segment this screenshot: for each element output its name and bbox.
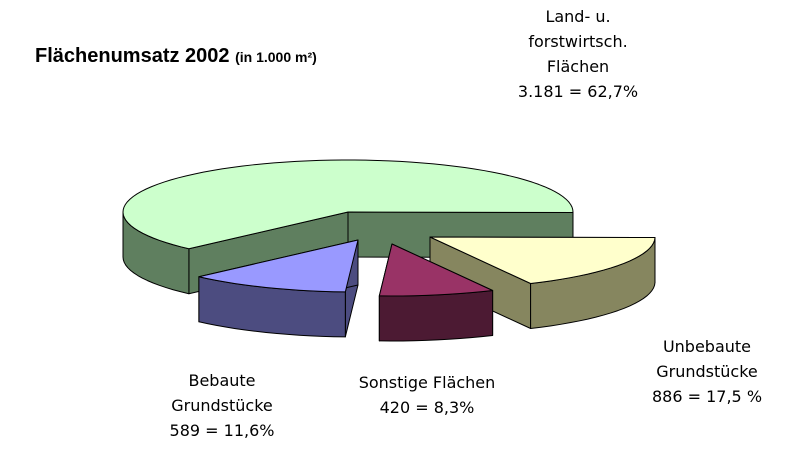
slice-label-line: Grundstücke	[656, 362, 758, 381]
slice-label-line: Sonstige Flächen	[359, 373, 496, 392]
slice	[198, 239, 359, 338]
slice	[122, 159, 574, 295]
slice-value-label: 886 = 17,5 %	[652, 387, 762, 406]
chart-title: Flächenumsatz 2002 (in 1.000 m²)	[35, 45, 317, 67]
slice	[378, 243, 494, 342]
slice-label: Bebaute Grundstücke 589 = 11,6%	[170, 371, 275, 440]
slice-label-line: Flächen	[547, 57, 609, 76]
slice-label: Sonstige Flächen 420 = 8,3%	[359, 373, 496, 417]
slice-top	[429, 236, 656, 285]
slice-label-line: Unbebaute	[663, 337, 751, 356]
slice-value-label: 589 = 11,6%	[170, 421, 275, 440]
slice-label-line: Grundstücke	[171, 396, 273, 415]
slice-label-line: Bebaute	[188, 371, 255, 390]
title-text: Flächenumsatz 2002	[35, 45, 230, 67]
slice-top	[122, 159, 574, 250]
slice	[429, 236, 656, 330]
slice-top	[198, 239, 359, 293]
slice-value-label: 420 = 8,3%	[380, 398, 475, 417]
slice-label-line: Land- u.	[545, 7, 610, 26]
slice-label: Unbebaute Grundstücke 886 = 17,5 %	[652, 337, 762, 406]
slice-top	[378, 243, 494, 297]
chart-subtitle: (in 1.000 m²)	[235, 49, 317, 65]
slice-value-label: 3.181 = 62,7%	[518, 82, 638, 101]
slice-outer-side	[378, 290, 494, 342]
slice-label-line: forstwirtsch.	[528, 32, 627, 51]
slice-label: Land- u. forstwirtsch. Flächen 3.181 = 62,7…	[518, 7, 638, 101]
